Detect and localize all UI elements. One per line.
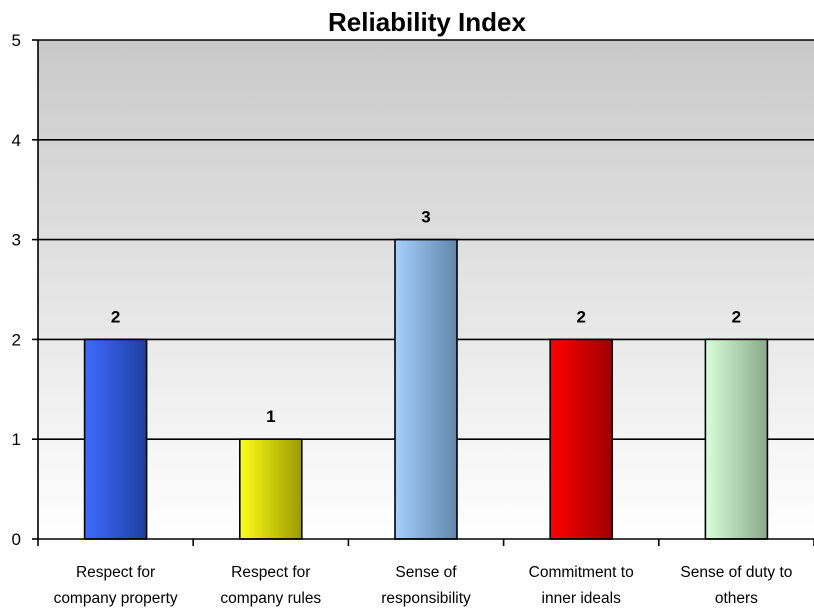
data-label: 2 bbox=[576, 307, 585, 326]
bar bbox=[83, 338, 148, 540]
y-axis-ticks: 0 1 2 3 4 5 bbox=[12, 31, 38, 549]
bar bbox=[239, 438, 303, 540]
bar bbox=[549, 338, 614, 540]
y-tick-label: 1 bbox=[12, 430, 21, 449]
y-tick-label: 2 bbox=[12, 330, 21, 349]
x-category-label: Sense of duty to others bbox=[680, 564, 792, 607]
x-category-label: Sense of responsibility bbox=[381, 564, 471, 607]
chart-title: Reliability Index bbox=[328, 7, 526, 37]
y-tick-label: 0 bbox=[12, 530, 21, 549]
data-labels: 2 1 3 2 2 bbox=[111, 208, 741, 427]
y-tick-label: 3 bbox=[12, 231, 21, 250]
y-tick-label: 4 bbox=[12, 131, 21, 150]
data-label: 1 bbox=[266, 407, 275, 426]
bar bbox=[704, 338, 769, 540]
x-category-label: Respect for company rules bbox=[220, 564, 321, 607]
y-tick-label: 5 bbox=[12, 31, 21, 50]
data-label: 3 bbox=[421, 208, 430, 227]
x-category-label: Commitment to inner ideals bbox=[529, 564, 634, 607]
x-category-label: Respect for company property bbox=[54, 564, 178, 607]
axes bbox=[37, 40, 814, 540]
data-label: 2 bbox=[111, 307, 120, 326]
bar bbox=[394, 238, 458, 540]
bars bbox=[83, 238, 769, 540]
data-label: 2 bbox=[732, 307, 741, 326]
x-axis-ticks: Respect for company property Respect for co… bbox=[37, 539, 814, 607]
